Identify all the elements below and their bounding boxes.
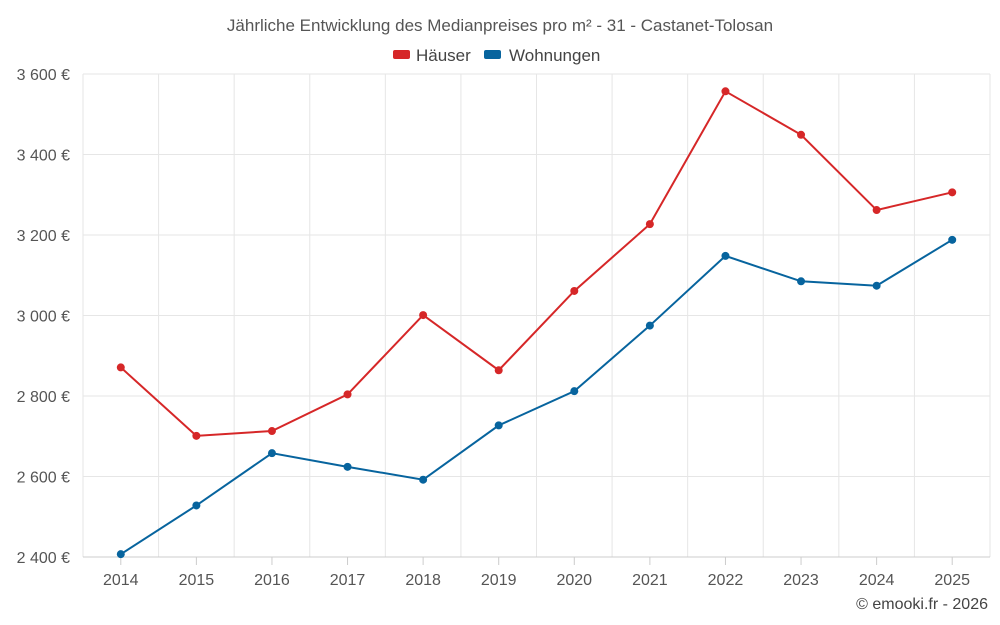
data-point-wohnungen[interactable]: [267, 449, 276, 458]
y-tick-label: 2 800 €: [17, 389, 70, 406]
legend: Häuser Wohnungen: [393, 46, 600, 65]
x-tick-label: 2025: [934, 572, 970, 589]
legend-swatch-wohnungen: [484, 50, 501, 59]
data-point-haeuser[interactable]: [948, 188, 957, 197]
x-tick-label: 2018: [405, 572, 441, 589]
x-axis: 2014 2015 2016 2017 2018 2019 2020 2021 2022 2023…: [83, 556, 990, 589]
data-point-wohnungen[interactable]: [948, 235, 957, 244]
series-haeuser: [116, 87, 957, 440]
data-point-wohnungen[interactable]: [192, 501, 201, 510]
data-point-haeuser[interactable]: [419, 311, 428, 320]
data-point-haeuser[interactable]: [721, 87, 730, 96]
data-point-wohnungen[interactable]: [721, 251, 730, 260]
y-tick-label: 3 200 €: [17, 228, 70, 245]
data-point-wohnungen[interactable]: [570, 387, 579, 396]
data-point-wohnungen[interactable]: [419, 475, 428, 484]
y-tick-label: 2 400 €: [17, 550, 70, 567]
legend-item-haeuser[interactable]: Häuser: [393, 46, 471, 65]
series-wohnungen: [116, 235, 957, 559]
y-tick-label: 3 600 €: [17, 67, 70, 84]
series-line-haeuser: [120, 89, 953, 437]
chart-title: Jährliche Entwicklung des Medianpreises …: [227, 16, 773, 35]
data-point-wohnungen[interactable]: [645, 321, 654, 330]
data-point-haeuser[interactable]: [797, 130, 806, 139]
data-point-wohnungen[interactable]: [494, 421, 503, 430]
data-point-wohnungen[interactable]: [797, 277, 806, 286]
data-point-haeuser[interactable]: [570, 286, 579, 295]
data-point-haeuser[interactable]: [116, 363, 125, 372]
x-tick-label: 2015: [179, 572, 215, 589]
data-point-wohnungen[interactable]: [872, 281, 881, 290]
x-tick-label: 2017: [330, 572, 366, 589]
x-tick-label: 2016: [254, 572, 290, 589]
series: [116, 87, 957, 559]
x-tick-label: 2024: [859, 572, 895, 589]
data-point-haeuser[interactable]: [645, 220, 654, 229]
x-tick-label: 2023: [783, 572, 819, 589]
data-point-wohnungen[interactable]: [343, 462, 352, 471]
y-tick-label: 3 000 €: [17, 309, 70, 326]
legend-label-wohnungen: Wohnungen: [509, 46, 600, 65]
data-point-haeuser[interactable]: [192, 431, 201, 440]
data-point-haeuser[interactable]: [267, 427, 276, 436]
x-tick-label: 2021: [632, 572, 668, 589]
legend-label-haeuser: Häuser: [416, 46, 471, 65]
x-tick-label: 2014: [103, 572, 139, 589]
credit-text: © emooki.fr - 2026: [856, 596, 988, 613]
data-point-haeuser[interactable]: [872, 206, 881, 215]
legend-swatch-haeuser: [393, 50, 410, 59]
y-tick-label: 2 600 €: [17, 470, 70, 487]
legend-item-wohnungen[interactable]: Wohnungen: [484, 46, 600, 65]
grid: [82, 73, 991, 558]
data-point-haeuser[interactable]: [343, 390, 352, 399]
x-tick-label: 2022: [708, 572, 744, 589]
x-tick-label: 2019: [481, 572, 517, 589]
x-tick-label: 2020: [556, 572, 592, 589]
data-point-wohnungen[interactable]: [116, 550, 125, 559]
data-point-haeuser[interactable]: [494, 366, 503, 375]
y-axis: 2 400 € 2 600 € 2 800 € 3 000 € 3 200 € 3 400…: [17, 67, 70, 567]
y-tick-label: 3 400 €: [17, 148, 70, 165]
series-line-wohnungen: [120, 238, 953, 556]
